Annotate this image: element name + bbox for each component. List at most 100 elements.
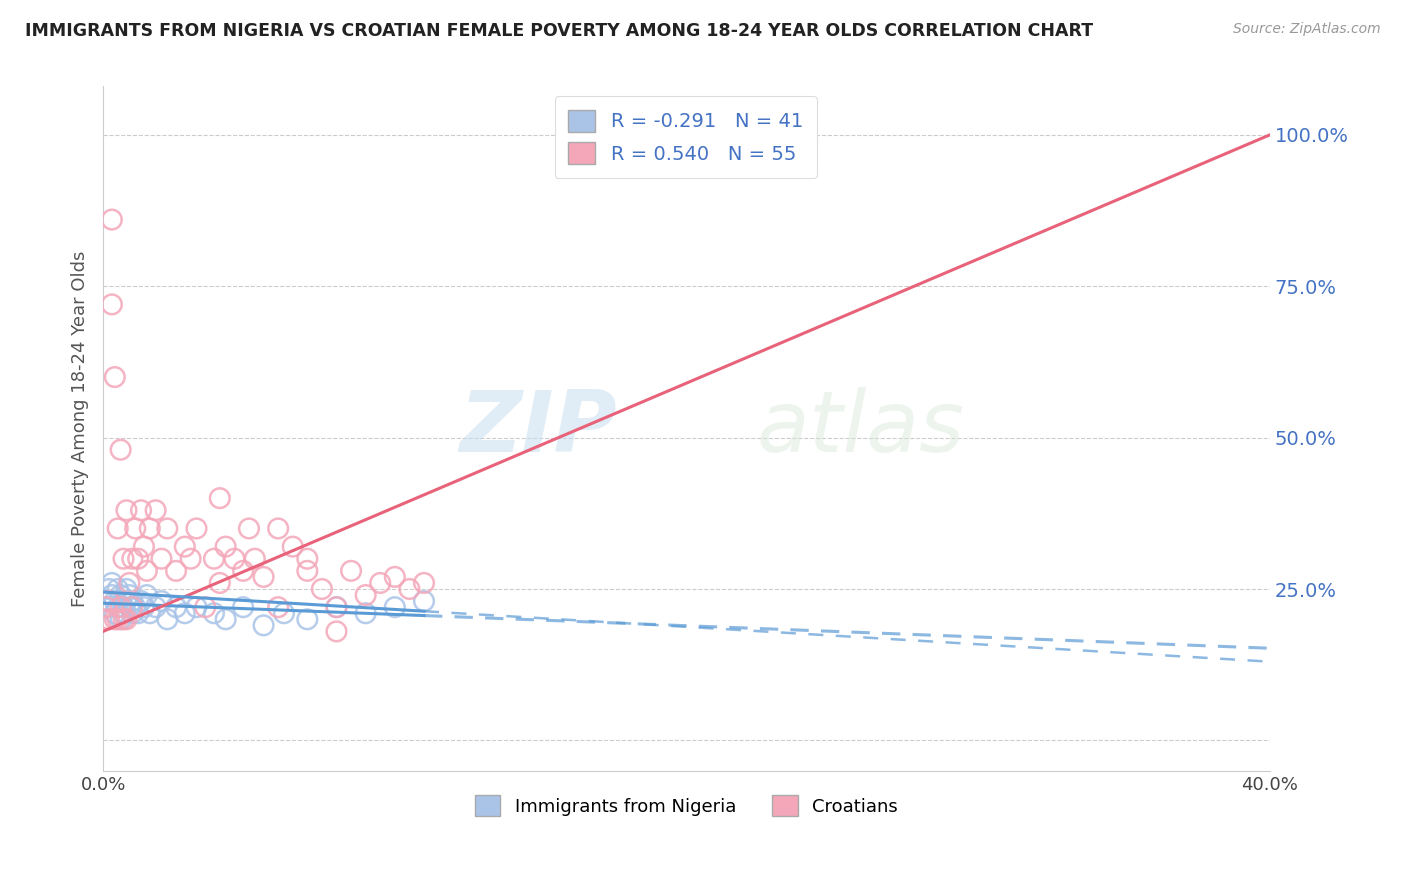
Point [121,600,143,615]
Point [97,600,120,615]
Point [325,600,347,615]
Point [252,570,274,584]
Point [413,594,436,608]
Point [139,606,162,620]
Point [94,594,117,608]
Point [124,521,146,535]
Point [97,582,120,596]
Point [194,600,217,615]
Point [214,540,236,554]
Point [129,594,152,608]
Point [104,606,127,620]
Point [104,612,127,626]
Point [110,442,132,457]
Point [101,212,124,227]
Point [281,540,304,554]
Point [165,600,187,615]
Point [145,600,167,615]
Point [368,576,391,591]
Point [186,521,208,535]
Text: IMMIGRANTS FROM NIGERIA VS CROATIAN FEMALE POVERTY AMONG 18-24 YEAR OLDS CORRELA: IMMIGRANTS FROM NIGERIA VS CROATIAN FEMA… [25,22,1094,40]
Point [124,600,146,615]
Point [208,491,231,505]
Point [354,588,377,602]
Point [107,521,129,535]
Point [311,582,333,596]
Point [243,551,266,566]
Point [112,600,135,615]
Point [107,600,129,615]
Point [165,564,187,578]
Point [224,551,246,566]
Point [173,540,195,554]
Text: Source: ZipAtlas.com: Source: ZipAtlas.com [1233,22,1381,37]
Point [132,540,155,554]
Point [118,588,141,602]
Point [297,564,319,578]
Point [413,576,436,591]
Point [110,612,132,626]
Point [112,606,135,620]
Y-axis label: Female Poverty Among 18-24 Year Olds: Female Poverty Among 18-24 Year Olds [72,251,89,607]
Point [101,588,124,602]
Legend: Immigrants from Nigeria, Croatians: Immigrants from Nigeria, Croatians [468,788,905,823]
Point [127,551,149,566]
Point [273,606,295,620]
Point [104,370,127,384]
Point [139,521,162,535]
Point [340,564,363,578]
Point [110,600,132,615]
Point [186,600,208,615]
Point [354,606,377,620]
Point [115,594,138,608]
Point [145,503,167,517]
Point [112,612,135,626]
Point [150,551,173,566]
Point [232,600,254,615]
Point [97,594,120,608]
Point [121,594,143,608]
Point [214,612,236,626]
Point [115,503,138,517]
Point [384,600,406,615]
Point [101,576,124,591]
Point [112,551,135,566]
Point [202,606,225,620]
Point [107,612,129,626]
Point [94,600,117,615]
Point [252,618,274,632]
Point [110,588,132,602]
Point [129,503,152,517]
Point [267,521,290,535]
Point [156,612,179,626]
Point [97,612,120,626]
Point [398,582,420,596]
Point [121,551,143,566]
Text: ZIP: ZIP [458,387,617,470]
Point [135,588,157,602]
Point [118,576,141,591]
Point [115,582,138,596]
Point [107,582,129,596]
Point [325,624,347,639]
Point [325,600,347,615]
Point [127,606,149,620]
Point [156,521,179,535]
Point [297,551,319,566]
Point [267,600,290,615]
Point [180,551,202,566]
Point [150,594,173,608]
Point [132,600,155,615]
Point [173,606,195,620]
Point [115,612,138,626]
Text: atlas: atlas [756,387,965,470]
Point [202,551,225,566]
Point [384,570,406,584]
Point [232,564,254,578]
Point [208,576,231,591]
Point [238,521,260,535]
Point [101,297,124,311]
Point [297,612,319,626]
Point [118,600,141,615]
Point [121,606,143,620]
